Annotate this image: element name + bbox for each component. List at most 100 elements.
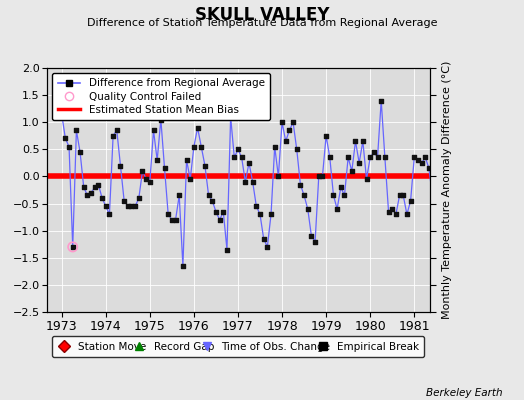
Point bbox=[80, 184, 88, 190]
Point bbox=[270, 144, 279, 150]
Point bbox=[366, 154, 374, 161]
Point bbox=[234, 146, 242, 152]
Point bbox=[212, 208, 220, 215]
Point bbox=[267, 211, 275, 218]
Point bbox=[164, 211, 172, 218]
Point bbox=[256, 211, 264, 218]
Point bbox=[425, 165, 433, 172]
Point bbox=[171, 217, 180, 223]
Point bbox=[281, 138, 290, 144]
Point bbox=[208, 198, 216, 204]
Point bbox=[120, 198, 128, 204]
Point bbox=[285, 127, 293, 134]
Point bbox=[340, 192, 348, 199]
Point bbox=[223, 246, 231, 253]
Point bbox=[318, 173, 326, 180]
Legend: Station Move, Record Gap, Time of Obs. Change, Empirical Break: Station Move, Record Gap, Time of Obs. C… bbox=[52, 336, 424, 357]
Point bbox=[414, 157, 422, 163]
Point bbox=[175, 192, 183, 199]
Point bbox=[303, 206, 312, 212]
Point bbox=[69, 244, 77, 250]
Point bbox=[399, 192, 408, 199]
Point bbox=[98, 195, 106, 201]
Point bbox=[396, 192, 404, 199]
Point bbox=[87, 190, 95, 196]
Point bbox=[278, 119, 286, 126]
Point bbox=[182, 157, 191, 163]
Point bbox=[204, 192, 213, 199]
Point bbox=[131, 203, 139, 210]
Point bbox=[61, 135, 70, 142]
Point bbox=[421, 154, 430, 161]
Point bbox=[157, 116, 165, 123]
Point bbox=[329, 192, 337, 199]
Point bbox=[377, 97, 385, 104]
Point bbox=[241, 179, 249, 185]
Point bbox=[311, 238, 319, 245]
Point bbox=[362, 176, 370, 182]
Point bbox=[58, 111, 66, 117]
Point bbox=[336, 184, 345, 190]
Point bbox=[197, 144, 205, 150]
Y-axis label: Monthly Temperature Anomaly Difference (°C): Monthly Temperature Anomaly Difference (… bbox=[442, 61, 452, 319]
Point bbox=[403, 211, 411, 218]
Point bbox=[289, 119, 297, 126]
Point bbox=[263, 244, 271, 250]
Point bbox=[314, 173, 323, 180]
Text: SKULL VALLEY: SKULL VALLEY bbox=[195, 6, 329, 24]
Point bbox=[355, 160, 363, 166]
Point bbox=[292, 146, 301, 152]
Point bbox=[72, 127, 81, 134]
Point bbox=[248, 179, 257, 185]
Point bbox=[351, 138, 359, 144]
Point bbox=[230, 154, 238, 161]
Point bbox=[432, 198, 441, 204]
Point bbox=[440, 122, 448, 128]
Point bbox=[153, 157, 161, 163]
Point bbox=[91, 184, 99, 190]
Point bbox=[69, 244, 77, 250]
Point bbox=[296, 181, 304, 188]
Point bbox=[300, 192, 308, 199]
Point bbox=[135, 195, 143, 201]
Point bbox=[369, 149, 378, 155]
Point bbox=[325, 154, 334, 161]
Point bbox=[307, 233, 315, 239]
Point bbox=[259, 236, 268, 242]
Point bbox=[358, 138, 367, 144]
Point bbox=[127, 203, 136, 210]
Point bbox=[83, 192, 92, 199]
Point bbox=[168, 217, 176, 223]
Point bbox=[186, 176, 194, 182]
Point bbox=[410, 154, 419, 161]
Point bbox=[149, 127, 158, 134]
Point bbox=[94, 181, 103, 188]
Point bbox=[322, 132, 330, 139]
Point bbox=[179, 263, 187, 269]
Point bbox=[237, 154, 246, 161]
Point bbox=[76, 149, 84, 155]
Point bbox=[274, 173, 282, 180]
Point bbox=[190, 144, 198, 150]
Point bbox=[347, 168, 356, 174]
Legend: Difference from Regional Average, Quality Control Failed, Estimated Station Mean: Difference from Regional Average, Qualit… bbox=[52, 73, 270, 120]
Point bbox=[407, 198, 415, 204]
Point bbox=[418, 160, 426, 166]
Point bbox=[436, 211, 444, 218]
Point bbox=[429, 195, 437, 201]
Point bbox=[116, 162, 125, 169]
Point bbox=[105, 211, 114, 218]
Point bbox=[344, 154, 352, 161]
Point bbox=[333, 206, 341, 212]
Point bbox=[142, 176, 150, 182]
Text: Berkeley Earth: Berkeley Earth bbox=[427, 388, 503, 398]
Point bbox=[65, 144, 73, 150]
Point bbox=[109, 132, 117, 139]
Point bbox=[124, 203, 132, 210]
Point bbox=[219, 208, 227, 215]
Point bbox=[252, 203, 260, 210]
Point bbox=[388, 206, 397, 212]
Point bbox=[138, 168, 147, 174]
Text: Difference of Station Temperature Data from Regional Average: Difference of Station Temperature Data f… bbox=[87, 18, 437, 28]
Point bbox=[201, 162, 209, 169]
